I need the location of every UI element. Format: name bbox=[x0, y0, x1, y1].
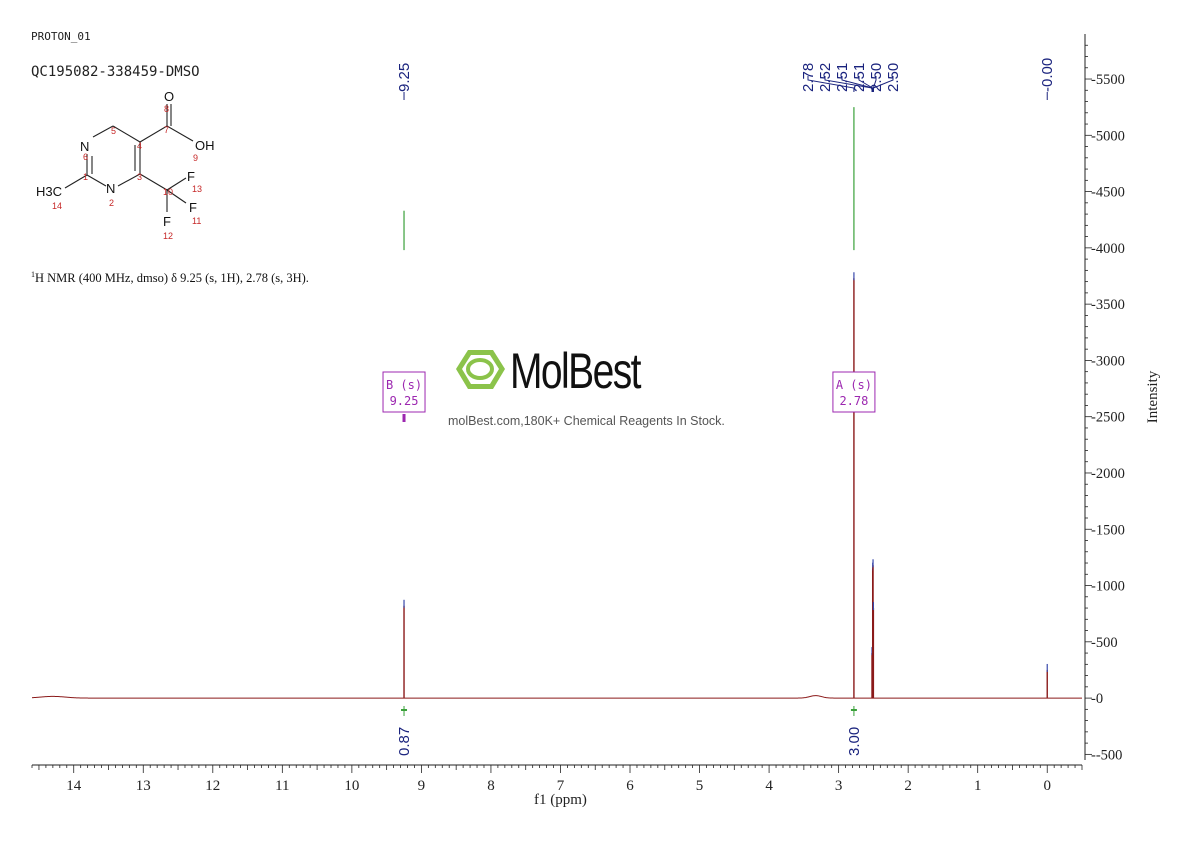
x-tick-label: 14 bbox=[66, 778, 82, 794]
y-tick-label: -1000 bbox=[1091, 579, 1125, 595]
integration-label: 0.87 bbox=[396, 727, 413, 756]
peak-label: 2.52 bbox=[817, 63, 834, 92]
peak-label: 2.51 bbox=[851, 63, 868, 92]
multiplet-shift: 9.25 bbox=[390, 394, 419, 408]
x-tick-label: 6 bbox=[626, 778, 634, 794]
atom-label: F bbox=[187, 169, 195, 184]
x-tick-label: 2 bbox=[904, 778, 912, 794]
x-tick-label: 1 bbox=[974, 778, 982, 794]
atom-label: F bbox=[189, 200, 197, 215]
peak-label-connector bbox=[824, 76, 873, 92]
x-tick-label: 5 bbox=[696, 778, 704, 794]
peak-label-connector bbox=[872, 76, 894, 92]
atom-number: 2 bbox=[109, 198, 114, 208]
peak-label: 2.50 bbox=[885, 63, 902, 92]
chemical-structure bbox=[64, 104, 194, 212]
multiplet-label: A (s) bbox=[836, 378, 872, 392]
peak-label: 2.50 bbox=[868, 63, 885, 92]
x-tick-label: 8 bbox=[487, 778, 495, 794]
experiment-name: PROTON_01 bbox=[31, 30, 91, 43]
atom-number: 5 bbox=[111, 126, 116, 136]
nmr-summary-superscript: 1 bbox=[31, 270, 35, 279]
atom-number: 3 bbox=[137, 172, 142, 182]
peak-label-connector bbox=[807, 76, 855, 92]
atom-label: H3C bbox=[36, 184, 62, 199]
y-tick-label: -500 bbox=[1091, 635, 1118, 651]
atom-number: 7 bbox=[164, 125, 169, 135]
x-tick-label: 12 bbox=[205, 778, 220, 794]
y-tick-label: -4000 bbox=[1091, 241, 1125, 257]
atom-number: 6 bbox=[83, 152, 88, 162]
x-axis-title: f1 (ppm) bbox=[534, 792, 587, 808]
peak-label: -0.00 bbox=[1039, 58, 1056, 92]
y-axis-title: Intensity bbox=[1145, 370, 1161, 423]
atom-number: 4 bbox=[137, 141, 142, 151]
structure-labels: O OH N N H3C F F F 8 7 9 5 4 6 1 3 10 13… bbox=[36, 89, 215, 241]
x-tick-label: 10 bbox=[344, 778, 359, 794]
atom-label: OH bbox=[195, 138, 215, 153]
watermark-brand: MolBest bbox=[510, 343, 642, 399]
integration-label: 3.00 bbox=[846, 727, 863, 756]
x-tick-label: 13 bbox=[136, 778, 151, 794]
x-tick-label: 4 bbox=[765, 778, 773, 794]
x-tick-label: 3 bbox=[835, 778, 843, 794]
multiplet-boxes: B (s) 9.25 A (s) 2.78 bbox=[382, 371, 876, 422]
nmr-summary-text: H NMR (400 MHz, dmso) δ 9.25 (s, 1H), 2.… bbox=[35, 271, 309, 286]
atom-number: 12 bbox=[163, 231, 173, 241]
multiplet-label: B (s) bbox=[386, 378, 422, 392]
y-tick-label: -2000 bbox=[1091, 466, 1125, 482]
nmr-summary: 1H NMR (400 MHz, dmso) δ 9.25 (s, 1H), 2… bbox=[31, 270, 309, 286]
integral-curves bbox=[403, 107, 855, 251]
watermark-tagline: molBest.com,180K+ Chemical Reagents In S… bbox=[448, 414, 725, 428]
x-tick-label: 7 bbox=[557, 778, 565, 794]
watermark-logo-icon bbox=[456, 350, 505, 389]
multiplet-shift: 2.78 bbox=[839, 394, 868, 408]
y-tick-label: -0 bbox=[1091, 691, 1103, 707]
multiplet-box bbox=[382, 371, 426, 413]
peak-label: 2.78 bbox=[800, 63, 817, 92]
atom-number: 14 bbox=[52, 201, 62, 211]
peak-label: 9.25 bbox=[396, 63, 413, 92]
peak-label: 2.51 bbox=[834, 63, 851, 92]
y-tick-label: -3000 bbox=[1091, 353, 1125, 369]
x-tick-label: 0 bbox=[1043, 778, 1051, 794]
peak-label-connector bbox=[858, 76, 874, 92]
spectrum-group bbox=[31, 272, 1082, 699]
y-tick-label: -2500 bbox=[1091, 410, 1125, 426]
multiplet-box bbox=[832, 371, 876, 413]
y-tick-label: -5500 bbox=[1091, 72, 1125, 88]
atom-number: 11 bbox=[192, 216, 201, 226]
atom-number: 1 bbox=[83, 172, 88, 182]
peak-labels-group: 9.25 2.78 2.52 2.51 2.51 2.50 2.50 -0.00 bbox=[396, 58, 1056, 100]
spectrum-baseline bbox=[31, 695, 1082, 699]
integration-labels-group: 0.87 3.00 bbox=[396, 706, 863, 756]
x-tick-label: 11 bbox=[275, 778, 289, 794]
sample-name: QC195082-338459-DMSO bbox=[31, 64, 200, 80]
atom-number: 8 bbox=[164, 104, 169, 114]
axes-group: 14 13 12 11 10 9 8 7 6 5 4 3 2 1 0f1 (ppm)-5500-5000-4… bbox=[31, 34, 1161, 808]
atom-label: N bbox=[80, 139, 89, 154]
y-tick-label: --500 bbox=[1091, 747, 1122, 763]
atom-label: N bbox=[106, 181, 115, 196]
x-tick-label: 9 bbox=[418, 778, 426, 794]
y-tick-label: -4500 bbox=[1091, 185, 1125, 201]
atom-label: F bbox=[163, 214, 171, 229]
y-tick-label: -3500 bbox=[1091, 297, 1125, 313]
y-tick-label: -5000 bbox=[1091, 128, 1125, 144]
atom-number: 13 bbox=[192, 184, 202, 194]
atom-number: 9 bbox=[193, 153, 198, 163]
atom-label: O bbox=[164, 89, 174, 104]
y-tick-label: -1500 bbox=[1091, 522, 1125, 538]
multiplet-marker bbox=[402, 414, 406, 422]
atom-number: 10 bbox=[163, 187, 173, 197]
